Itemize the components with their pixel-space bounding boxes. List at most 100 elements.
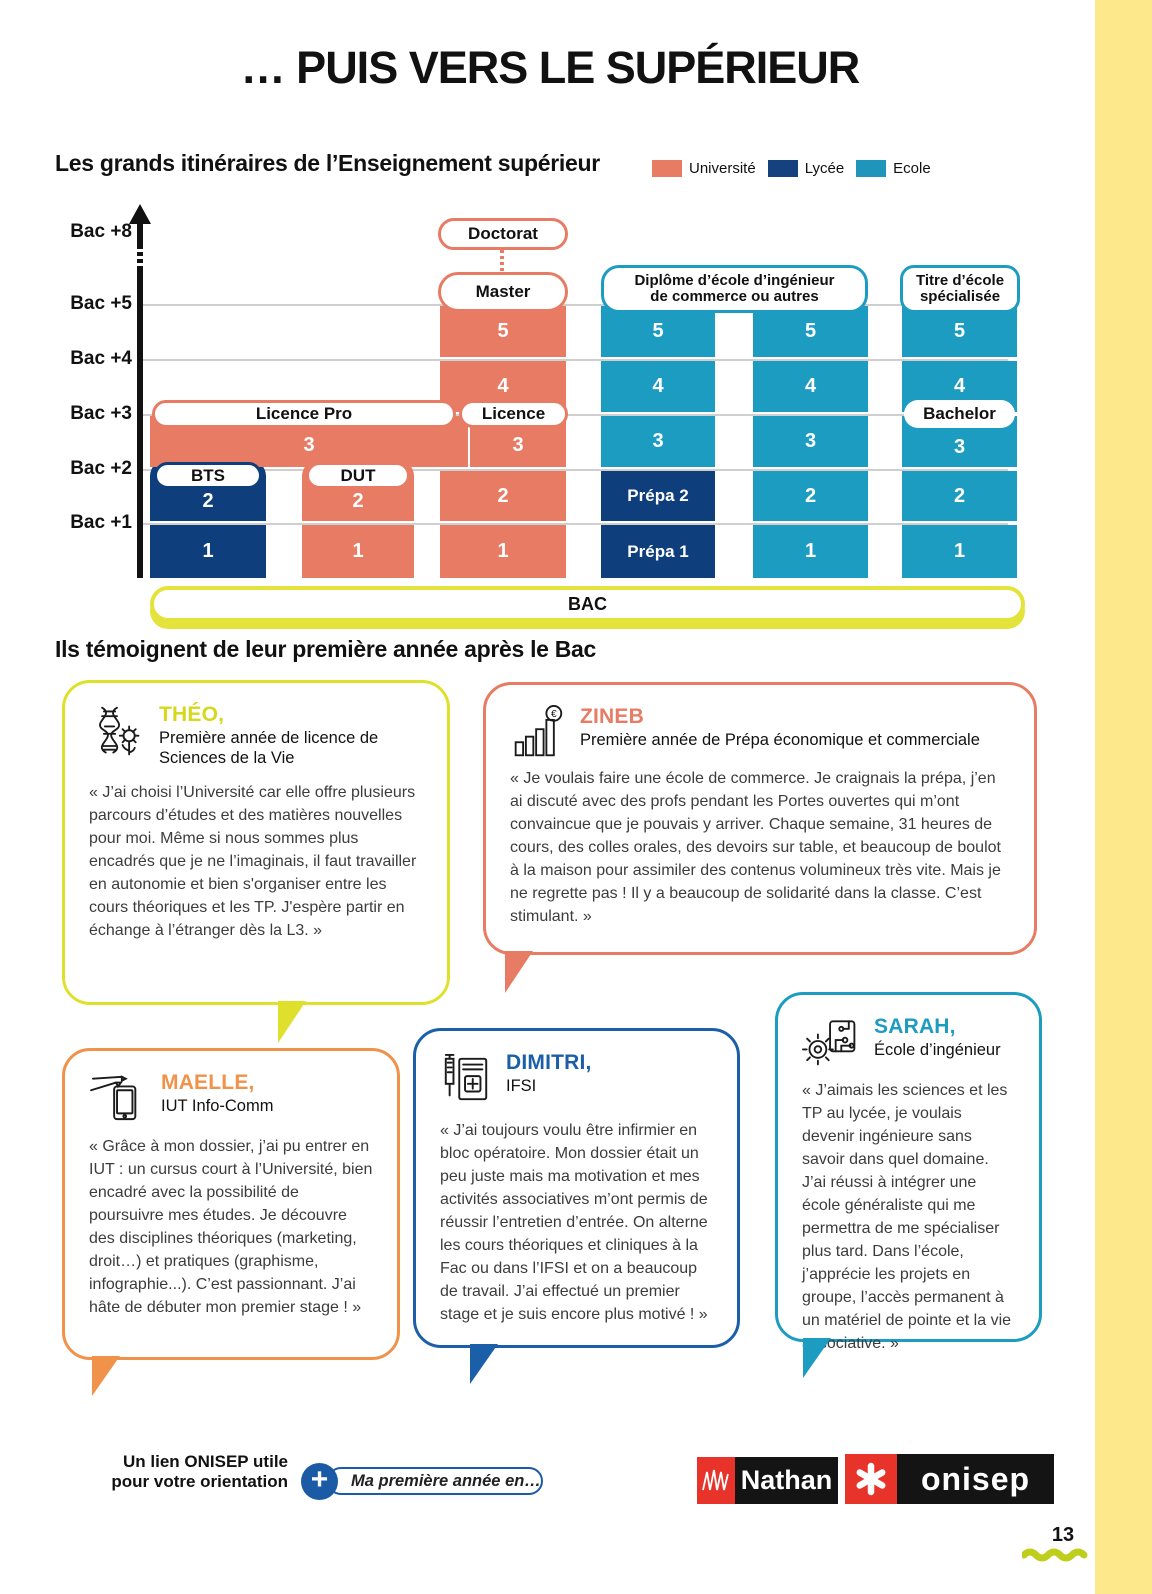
- speech-tail: [92, 1356, 120, 1396]
- legend-item-lycee: Lycée: [767, 160, 845, 177]
- student-name: ZINEB: [580, 705, 644, 728]
- onisep-link-button[interactable]: Ma première année en…: [327, 1467, 543, 1495]
- dna-flower-icon: [99, 706, 140, 756]
- legend: Université Lycée Ecole: [652, 160, 931, 177]
- axis-break: [136, 249, 144, 270]
- student-name: DIMITRI,: [506, 1051, 592, 1074]
- page-title: … PUIS VERS LE SUPÉRIEUR: [240, 42, 861, 93]
- speech-tail: [278, 1001, 306, 1043]
- specialized-school-bubble: Titre d’école spécialisée: [900, 265, 1020, 313]
- cell-prepa-3: 3: [601, 416, 715, 467]
- cell-bts-1: 1: [150, 525, 266, 578]
- legend-label: Ecole: [893, 160, 931, 177]
- cell-ecole2-3: 3: [753, 416, 868, 467]
- cell-licence-2: 2: [440, 471, 566, 521]
- testimonial-card-zineb: € ZINEB Première année de Prépa économiq…: [483, 682, 1037, 955]
- student-name: THÉO,: [159, 703, 225, 726]
- doctorat-bubble: Doctorat: [438, 218, 568, 250]
- testimonial-quote: « Grâce à mon dossier, j’ai pu entrer en…: [89, 1138, 373, 1317]
- speech-tail: [470, 1344, 498, 1384]
- nathan-logo-text: Nathan: [735, 1457, 838, 1504]
- cell-ecole3-5: 5: [902, 306, 1017, 357]
- y-axis: [137, 222, 143, 578]
- onisep-logo: onisep: [845, 1454, 1054, 1504]
- bubble-line: spécialisée: [919, 288, 1001, 305]
- cell-licence-pro-3: 3: [303, 434, 315, 456]
- column-divider: [468, 416, 470, 467]
- bubble-line: Titre d’école: [915, 271, 1005, 289]
- speech-tail: [505, 951, 533, 993]
- dut-pill: DUT: [306, 462, 410, 489]
- student-name: MAELLE,: [161, 1071, 255, 1094]
- cell-ecole2-1: 1: [753, 525, 868, 578]
- student-name: SARAH,: [874, 1015, 956, 1038]
- onisep-link-intro-line1: Un lien ONISEP utile: [123, 1452, 288, 1471]
- axis-label: Bac +3: [70, 403, 132, 424]
- licence-pro-pill: Licence Pro: [152, 400, 456, 428]
- lycee-swatch: [767, 160, 798, 177]
- cell-licence-3: 3: [512, 434, 524, 456]
- student-program: Première année de licence de Sciences de…: [159, 729, 379, 767]
- cell-prepa-1: Prépa 1: [601, 525, 715, 578]
- itinerary-heading: Les grands itinéraires de l’Enseignement…: [55, 150, 600, 176]
- itinerary-diagram: Bac +8 Bac +5 Bac +4 Bac +3 Bac +2 Bac +…: [0, 0, 1152, 640]
- legend-item-ecole: Ecole: [856, 160, 931, 177]
- onisep-asterisk-icon: [856, 1462, 886, 1496]
- cell-prepa-4: 4: [601, 361, 715, 412]
- cell-licence-5: 5: [440, 306, 566, 357]
- testimonial-quote: « J’ai toujours voulu être infirmier en …: [440, 1122, 708, 1324]
- testimonial-card-maelle: MAELLE, IUT Info-Comm « Grâce à mon doss…: [62, 1048, 400, 1360]
- cell-ecole3-1: 1: [902, 525, 1017, 578]
- grid-line: [140, 359, 1008, 361]
- cell-ecole2-4: 4: [753, 361, 868, 412]
- page-number-underline: [1022, 1548, 1088, 1562]
- bachelor-pill: Bachelor: [904, 400, 1015, 428]
- axis-label: Bac +4: [70, 348, 132, 369]
- universite-swatch: [652, 160, 682, 177]
- cell-licence-1: 1: [440, 525, 566, 578]
- grid-line: [140, 469, 1008, 471]
- cell-ecole2-2: 2: [753, 471, 868, 521]
- legend-label: Université: [689, 160, 756, 177]
- cell-ecole2-5: 5: [753, 306, 868, 357]
- onisep-link-intro: Un lien ONISEP utile pour votre orientat…: [90, 1452, 288, 1492]
- page-number: 13: [1051, 1524, 1075, 1546]
- student-program: IUT Info-Comm: [161, 1097, 274, 1115]
- doctorat-master-connector: [500, 250, 504, 272]
- student-program: IFSI: [506, 1077, 537, 1095]
- medical-notebook-icon: [444, 1053, 488, 1101]
- legend-label: Lycée: [804, 160, 845, 177]
- testimonial-quote: « J’ai choisi l’Université car elle offr…: [89, 783, 417, 939]
- bar-chart-euro-icon: €: [514, 705, 563, 757]
- plus-icon[interactable]: +: [301, 1463, 338, 1500]
- nathan-logo: Nathan: [697, 1457, 838, 1504]
- axis-arrow-icon: [129, 204, 151, 224]
- bac-bar: BAC: [150, 586, 1025, 622]
- testimonial-card-dimitri: DIMITRI, IFSI « J’ai toujours voulu être…: [413, 1028, 740, 1348]
- legend-item-universite: Université: [652, 160, 756, 177]
- student-program: Première année de Prépa économique et co…: [580, 731, 980, 749]
- bubble-line: Diplôme d’école d’ingénieur: [634, 271, 835, 289]
- grid-line: [140, 414, 1008, 416]
- bts-pill: BTS: [154, 462, 262, 489]
- nathan-logo-mark: [697, 1457, 735, 1504]
- testimonial-card-theo: THÉO, Première année de licence de Scien…: [62, 680, 450, 1005]
- bubble-line: de commerce ou autres: [650, 288, 819, 305]
- axis-label: Bac +5: [70, 293, 132, 314]
- student-program: École d’ingénieur: [874, 1041, 1001, 1059]
- grid-line: [140, 523, 1008, 525]
- cell-prepa-2: Prépa 2: [601, 471, 715, 521]
- cell-ecole3-2: 2: [902, 471, 1017, 521]
- testimonial-quote: « J’aimais les sciences et les TP au lyc…: [802, 1082, 1012, 1353]
- licence-pill: Licence: [459, 400, 568, 428]
- ecole-swatch: [856, 160, 887, 177]
- axis-label: Bac +8: [70, 221, 132, 242]
- page-edge-band: [1095, 0, 1152, 1594]
- cell-prepa-5: 5: [601, 306, 715, 357]
- nathan-waveform-icon: [702, 1469, 729, 1490]
- engineer-school-bubble: Diplôme d’école d’ingénieur de commerce …: [601, 265, 868, 313]
- grid-line: [140, 304, 1008, 306]
- speech-tail: [803, 1338, 831, 1378]
- master-bubble: Master: [438, 272, 568, 312]
